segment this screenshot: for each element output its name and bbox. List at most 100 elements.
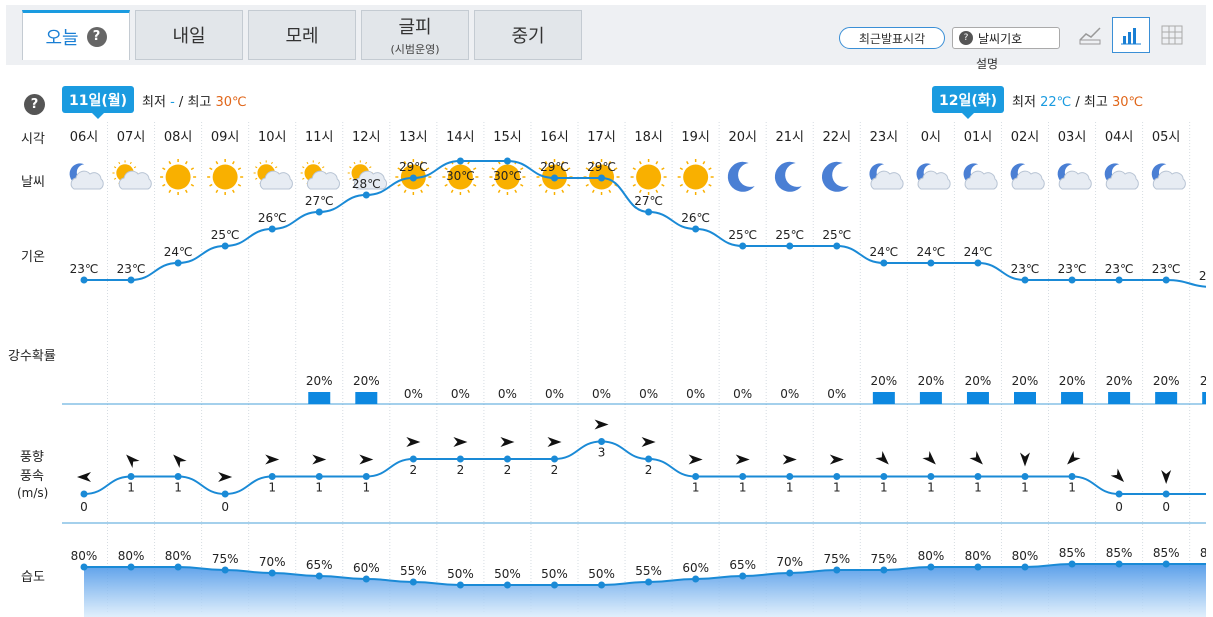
tick-label-hour: 08시 [164,130,193,145]
wind-point [1115,490,1123,498]
day-badge: 12일(화) [932,86,1004,119]
tab-tomorrow[interactable]: 내일 [135,10,243,60]
humidity-label: 75% [871,552,898,566]
tab-label: 오늘 [45,27,79,49]
wind-point [1021,473,1029,480]
wind-point [409,455,417,463]
tick-label-hour: 23시 [870,130,899,145]
clear-night-icon [821,161,849,192]
tab-label: 모레 [285,26,319,47]
temperature-point [456,157,464,165]
humidity-label: 80% [918,549,945,563]
precip-label: 20% [1153,374,1180,388]
temperature-label: 27℃ [634,194,663,208]
tick-label-hour: 04시 [1105,130,1134,145]
tab-label: 내일 [172,26,206,47]
precip-label: 0% [827,387,846,401]
temperature-label: 24℃ [869,245,898,259]
temperature-point [551,174,558,182]
tab-label: 글피 [398,17,432,38]
partly-cloudy-icon [253,160,293,190]
view-line-graph-button[interactable] [1071,17,1109,53]
humidity-label: 65% [306,558,333,572]
wind-point [80,490,88,498]
description-label: 설명 [976,57,999,71]
help-icon[interactable]: ? [24,94,45,115]
tick-label-hour: 18시 [634,130,663,145]
help-icon[interactable]: ? [86,26,107,47]
humidity-point [503,581,511,589]
recent-release-button[interactable]: 최근발표시각 [839,27,945,49]
temperature-label: 26℃ [258,211,287,225]
humidity-label: 70% [776,555,803,569]
humidity-area [84,563,1206,617]
wind-speed-label: 2 [551,463,559,477]
wind-speed-label: 2 [410,463,418,477]
day-badge: 11일(월) [62,86,134,119]
wind-speed-label: 0 [80,500,88,514]
wind-speed-label: 1 [786,481,794,495]
temperature-label: 29℃ [540,160,569,174]
night-partly-cloudy-icon [69,163,104,190]
tick-label-hour: 16시 [540,130,569,145]
humidity-label: 75% [823,552,850,566]
wind-arrow-icon [1020,452,1030,467]
view-bar-graph-button[interactable] [1112,17,1150,53]
view-table-button[interactable] [1153,17,1191,53]
tick-label-hour: 0시 [921,130,941,145]
temperature-label: 24℃ [917,245,946,259]
temperature-point [692,225,700,233]
wind-speed-label: 1 [268,481,276,495]
humidity-point [1068,560,1076,568]
tick-label-hour: 12시 [352,130,381,145]
clear-night-icon [774,161,802,192]
temperature-point [80,276,88,284]
partly-cloudy-icon [112,160,152,190]
night-partly-cloudy-icon [869,163,904,190]
temperature-label: 29℃ [399,160,428,174]
temperature-point [1021,276,1029,284]
humidity-label: 55% [400,564,427,578]
humidity-label: 80% [165,549,192,563]
table-icon [1161,25,1183,45]
sunny-icon [536,159,573,195]
wind-speed-label: 0 [1209,500,1213,514]
wind-speed-label: 1 [315,481,323,495]
temperature-label: 28℃ [352,177,381,191]
weather-symbol-label: 날씨기호 [978,31,1023,46]
humidity-point [692,575,700,583]
tab-midterm[interactable]: 중기 [474,10,582,60]
wind-speed-label: 1 [974,481,982,495]
tab-day-after[interactable]: 모레 [248,10,356,60]
wind-point [221,490,229,498]
tab-day-after-next[interactable]: 글피 (시범운영) [361,10,469,60]
day-minmax: 최저 22℃ / 최고 30℃ [1012,95,1144,110]
tab-today[interactable]: 오늘? [22,10,130,60]
wind-arrow-icon [829,454,844,465]
temperature-point [1068,276,1076,284]
tick-label-hour: 15시 [493,130,522,145]
wind-arrow-icon [875,451,889,465]
tick-label-hour: 22시 [823,130,852,145]
humidity-point [456,581,464,589]
row-label-wind-unit: (m/s) [17,486,49,500]
weather-symbol-select[interactable]: ? 날씨기호 [952,27,1060,49]
temperature-label: 26℃ [681,211,710,225]
humidity-point [315,572,323,580]
humidity-point [80,563,88,571]
humidity-label: 80% [1012,549,1039,563]
tick-label-hour: 10시 [258,130,287,145]
temperature-point [315,208,323,216]
precip-label: 20% [1059,374,1086,388]
temperature-point [362,191,370,199]
sunny-icon [677,159,714,195]
wind-arrow-icon [500,437,515,447]
humidity-label: 80% [71,549,98,563]
bar-chart-icon [1121,28,1141,45]
humidity-point [362,575,370,583]
wind-point [551,455,558,463]
temperature-point [645,208,653,216]
precip-label: 20% [871,374,898,388]
humidity-label: 60% [682,561,709,575]
precip-label: 20% [353,374,380,388]
